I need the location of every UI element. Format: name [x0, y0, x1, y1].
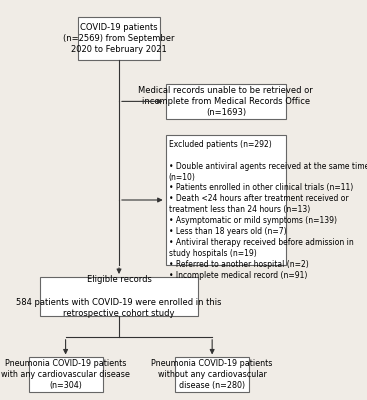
Text: Excluded patients (n=292)

• Double antiviral agents received at the same time
(: Excluded patients (n=292) • Double antiv… [169, 140, 367, 280]
FancyBboxPatch shape [29, 357, 102, 392]
FancyBboxPatch shape [166, 84, 286, 119]
FancyBboxPatch shape [78, 16, 160, 60]
FancyBboxPatch shape [40, 277, 199, 316]
FancyBboxPatch shape [166, 135, 286, 265]
Text: Pneumonia COVID-19 patients
with any cardiovascular disease
(n=304): Pneumonia COVID-19 patients with any car… [1, 359, 130, 390]
FancyBboxPatch shape [175, 357, 249, 392]
Text: Medical records unable to be retrieved or
incomplete from Medical Records Office: Medical records unable to be retrieved o… [138, 86, 313, 117]
Text: Pneumonia COVID-19 patients
without any cardiovascular
disease (n=280): Pneumonia COVID-19 patients without any … [152, 359, 273, 390]
Text: Eligible records

584 patients with COVID-19 were enrolled in this
retrospective: Eligible records 584 patients with COVID… [16, 276, 222, 318]
Text: COVID-19 patients
(n=2569) from September
2020 to February 2021: COVID-19 patients (n=2569) from Septembe… [63, 23, 175, 54]
